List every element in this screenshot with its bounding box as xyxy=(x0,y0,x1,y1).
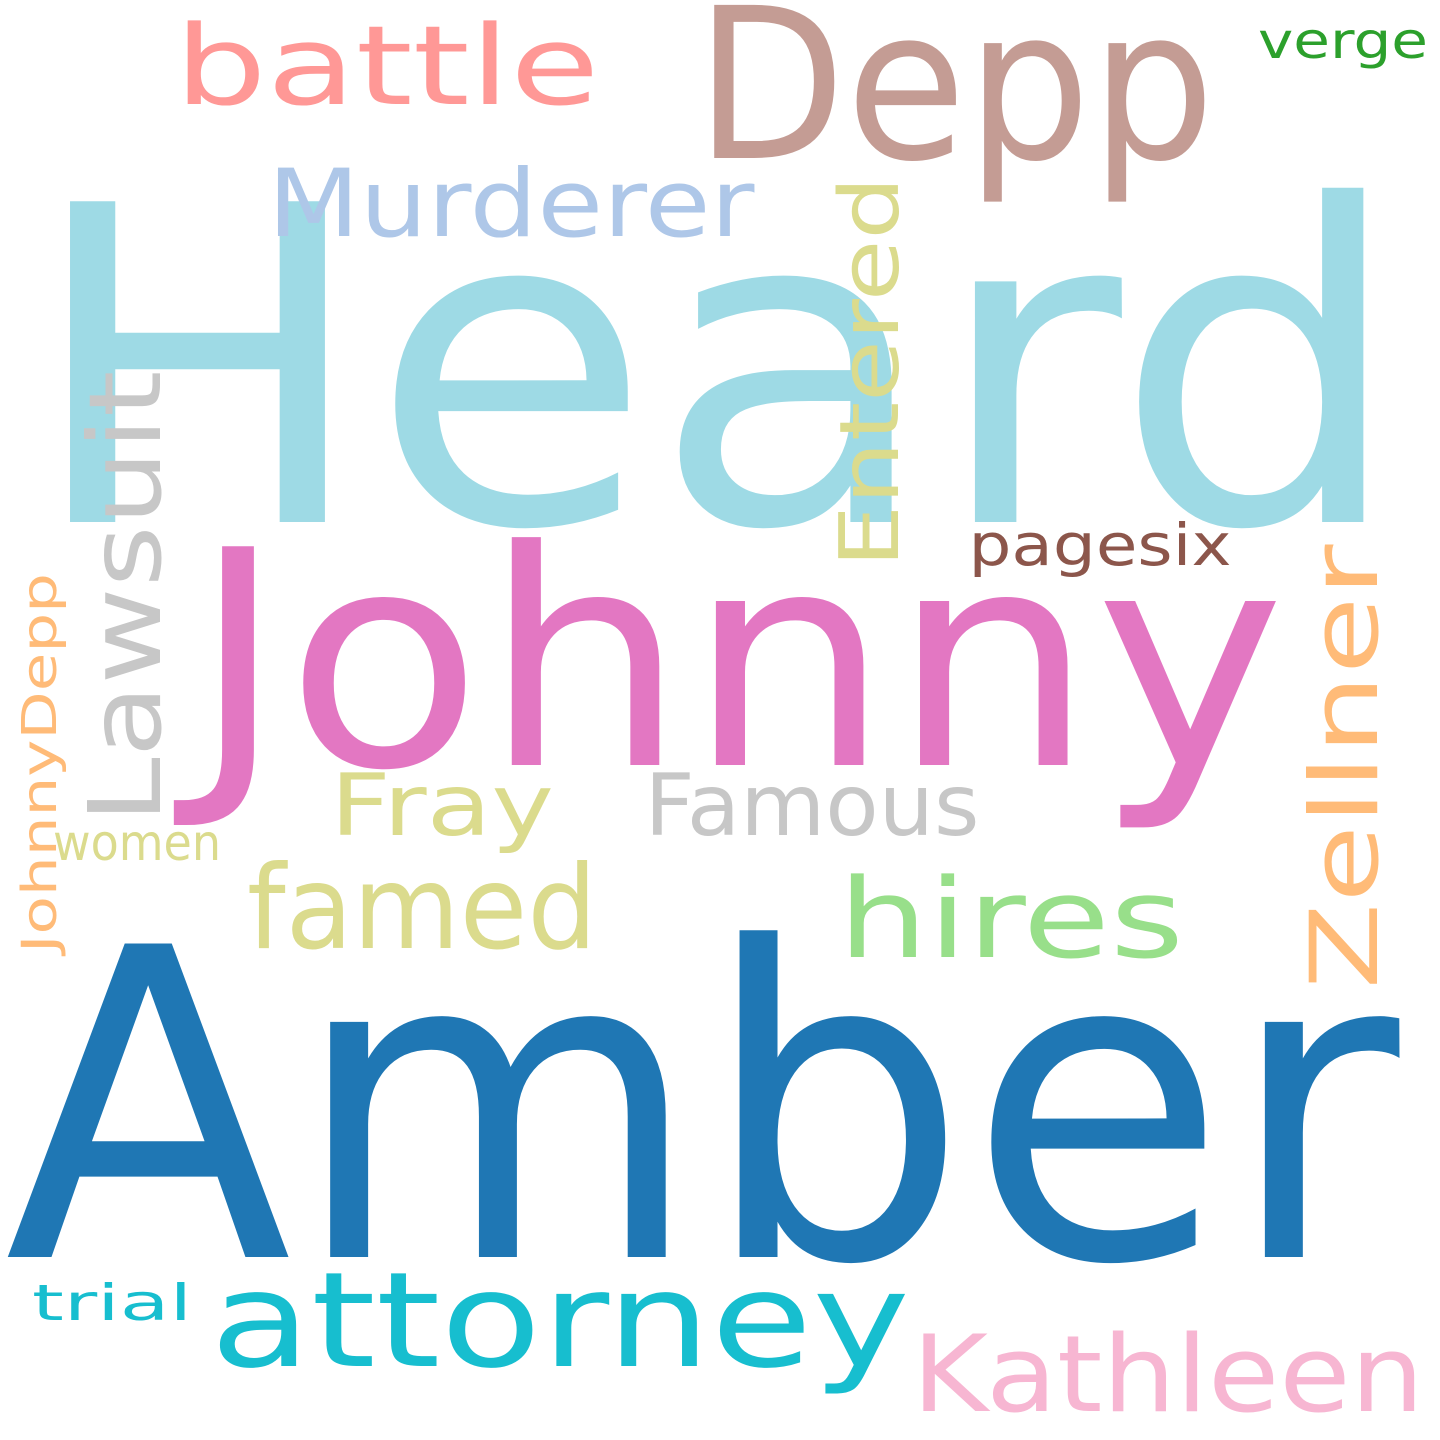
word-battle: battle xyxy=(175,2,600,130)
word-johnnydepp: JohnnyDepp xyxy=(12,573,68,957)
word-amber: Amber xyxy=(5,859,1405,1359)
word-famed: famed xyxy=(247,841,597,976)
word-attorney: attorney xyxy=(210,1244,910,1398)
word-heard: Heard xyxy=(25,114,1405,626)
word-kathleen: Kathleen xyxy=(912,1313,1424,1436)
word-zellner: Zellner xyxy=(1291,544,1400,989)
word-women: women xyxy=(53,814,221,872)
word-fray: Fray xyxy=(330,756,554,856)
word-murderer: Murderer xyxy=(268,150,755,259)
word-entered: Entered xyxy=(823,176,918,568)
word-johnny: Johnny xyxy=(170,487,1285,836)
word-trial: trial xyxy=(32,1274,192,1332)
word-pagesix: pagesix xyxy=(969,511,1232,579)
word-verge: verge xyxy=(1258,12,1428,70)
word-famous: Famous xyxy=(645,756,980,856)
word-depp: Depp xyxy=(695,0,1215,208)
word-lawsuit: Lawsuit xyxy=(67,371,184,824)
word-hires: hires xyxy=(838,855,1184,983)
